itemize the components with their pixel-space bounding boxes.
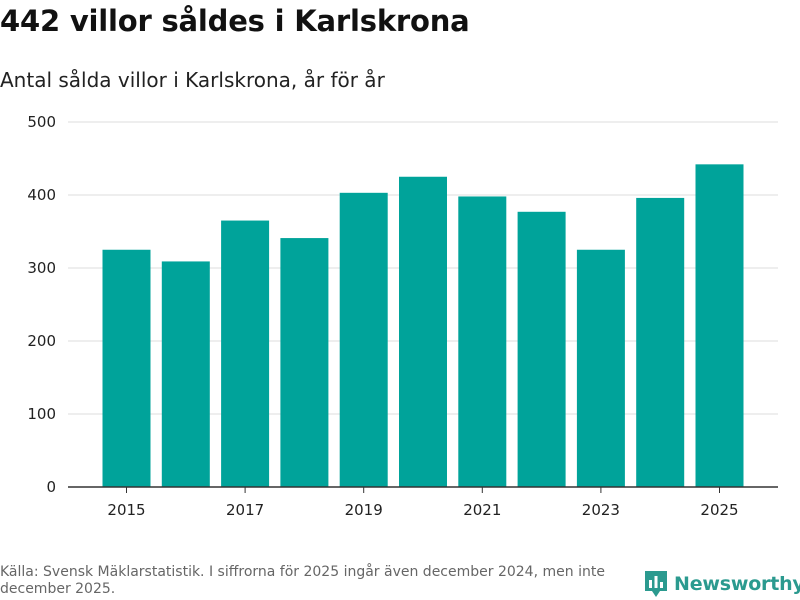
x-axis-ticks: 2015 2017 2019 2021 2023 2025 — [107, 487, 739, 519]
y-axis-ticks: 0 100 200 300 400 500 — [27, 113, 56, 496]
x-tick-label: 2023 — [582, 501, 620, 519]
y-tick-label: 100 — [27, 405, 56, 423]
x-tick-label: 2025 — [700, 501, 738, 519]
brand-name: Newsworthy — [674, 573, 800, 595]
bar-chart: 0 100 200 300 400 500 2015 2017 2019 2021 2023 202… — [27, 113, 778, 519]
bar-2023 — [576, 249, 625, 487]
y-tick-label: 0 — [46, 478, 56, 496]
chart-title: 442 villor såldes i Karlskrona — [0, 4, 470, 38]
x-tick-label: 2021 — [463, 501, 501, 519]
x-tick-label: 2019 — [345, 501, 383, 519]
bar-2022 — [517, 211, 566, 488]
bars — [102, 164, 744, 488]
y-tick-label: 400 — [27, 186, 56, 204]
y-tick-label: 300 — [27, 259, 56, 277]
bar-2017 — [221, 220, 270, 488]
brand[interactable]: Newsworthy — [644, 570, 800, 598]
chart-subtitle: Antal sålda villor i Karlskrona, år för … — [0, 68, 385, 92]
bar-2020 — [399, 176, 447, 487]
bar-2018 — [280, 238, 329, 487]
source-note: Källa: Svensk Mäklarstatistik. I siffror… — [0, 564, 605, 597]
bar-2024 — [636, 197, 685, 488]
bar-2025 — [695, 164, 744, 487]
newsworthy-logo-icon — [645, 571, 667, 597]
bar-2021 — [458, 196, 507, 487]
bar-2015 — [102, 249, 151, 487]
bar-2016 — [161, 261, 210, 487]
y-tick-label: 500 — [27, 113, 56, 131]
bar-2019 — [339, 192, 388, 487]
y-tick-label: 200 — [27, 332, 56, 350]
x-tick-label: 2017 — [226, 501, 264, 519]
x-tick-label: 2015 — [107, 501, 145, 519]
